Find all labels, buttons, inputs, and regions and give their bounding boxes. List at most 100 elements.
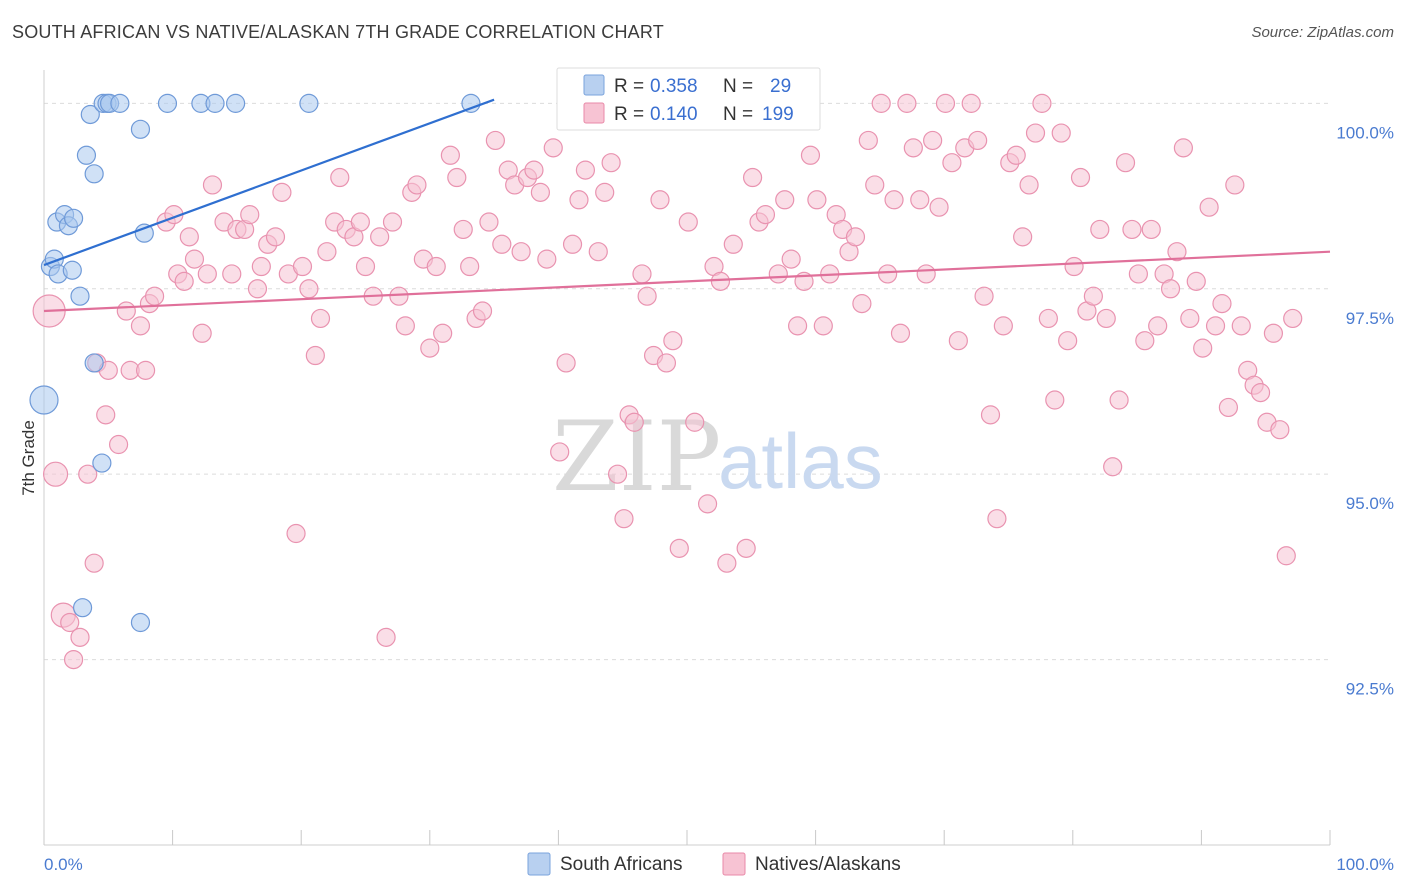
- natives-alaskans-point-45[interactable]: [330, 167, 350, 188]
- natives-alaskans-point-111[interactable]: [755, 205, 776, 225]
- natives-alaskans-point-26[interactable]: [202, 175, 223, 195]
- natives-alaskans-point-65[interactable]: [460, 256, 480, 277]
- natives-alaskans-point-6[interactable]: [78, 464, 98, 484]
- natives-alaskans-point-75[interactable]: [524, 160, 544, 180]
- natives-alaskans-point-163[interactable]: [1090, 219, 1110, 240]
- natives-alaskans-point-116[interactable]: [787, 316, 808, 336]
- natives-alaskans-point-31[interactable]: [240, 205, 260, 225]
- natives-alaskans-point-92[interactable]: [632, 264, 652, 284]
- natives-alaskans-point-154[interactable]: [1032, 93, 1052, 113]
- natives-alaskans-point-95[interactable]: [650, 190, 670, 210]
- natives-alaskans-point-36[interactable]: [272, 182, 292, 202]
- south-africans-point-14[interactable]: [92, 453, 112, 473]
- natives-alaskans-point-54[interactable]: [389, 286, 409, 306]
- natives-alaskans-point-28[interactable]: [222, 264, 242, 284]
- natives-alaskans-point-148[interactable]: [993, 316, 1013, 336]
- natives-alaskans-point-99[interactable]: [678, 212, 698, 232]
- natives-alaskans-point-43[interactable]: [317, 242, 337, 262]
- natives-alaskans-point-132[interactable]: [890, 323, 911, 343]
- natives-alaskans-point-185[interactable]: [1231, 316, 1251, 336]
- natives-alaskans-point-167[interactable]: [1115, 153, 1136, 173]
- natives-alaskans-point-5[interactable]: [70, 627, 90, 647]
- natives-alaskans-point-17[interactable]: [144, 286, 165, 306]
- natives-alaskans-point-170[interactable]: [1135, 331, 1155, 351]
- natives-alaskans-point-62[interactable]: [440, 145, 460, 165]
- natives-alaskans-point-41[interactable]: [305, 345, 325, 366]
- natives-alaskans-point-125[interactable]: [845, 227, 866, 247]
- natives-alaskans-point-108[interactable]: [736, 538, 756, 558]
- natives-alaskans-point-183[interactable]: [1218, 397, 1239, 418]
- natives-alaskans-point-33[interactable]: [251, 256, 271, 277]
- natives-alaskans-point-168[interactable]: [1122, 219, 1142, 240]
- natives-alaskans-point-59[interactable]: [420, 338, 440, 358]
- natives-alaskans-point-179[interactable]: [1193, 338, 1213, 358]
- south-africans-point-0[interactable]: [29, 385, 59, 415]
- natives-alaskans-point-87[interactable]: [601, 153, 621, 173]
- south-africans-point-9[interactable]: [70, 286, 90, 306]
- natives-alaskans-point-152[interactable]: [1019, 175, 1039, 195]
- natives-alaskans-point-181[interactable]: [1205, 316, 1226, 336]
- natives-alaskans-point-86[interactable]: [595, 182, 615, 202]
- south-africans-point-25[interactable]: [299, 93, 319, 113]
- south-africans-point-12[interactable]: [84, 164, 104, 184]
- natives-alaskans-point-32[interactable]: [247, 279, 268, 299]
- natives-alaskans-point-85[interactable]: [588, 242, 608, 262]
- natives-alaskans-point-51[interactable]: [370, 227, 390, 247]
- natives-alaskans-point-118[interactable]: [800, 145, 821, 165]
- natives-alaskans-point-76[interactable]: [530, 182, 550, 202]
- natives-alaskans-point-184[interactable]: [1225, 175, 1245, 195]
- natives-alaskans-point-78[interactable]: [543, 138, 563, 158]
- south-africans-point-21[interactable]: [157, 93, 178, 113]
- natives-alaskans-point-147[interactable]: [987, 509, 1007, 529]
- natives-alaskans-point-63[interactable]: [447, 167, 467, 188]
- south-africans-point-26[interactable]: [461, 93, 481, 113]
- natives-alaskans-point-136[interactable]: [916, 264, 936, 284]
- natives-alaskans-point-175[interactable]: [1167, 242, 1187, 262]
- natives-alaskans-point-178[interactable]: [1186, 271, 1206, 291]
- natives-alaskans-point-160[interactable]: [1070, 167, 1091, 188]
- natives-alaskans-point-158[interactable]: [1058, 331, 1078, 351]
- natives-alaskans-point-96[interactable]: [656, 353, 677, 373]
- natives-alaskans-point-52[interactable]: [376, 627, 396, 647]
- bottom-legend-label-natives-alaskans[interactable]: Natives/Alaskans: [755, 854, 901, 875]
- natives-alaskans-point-155[interactable]: [1038, 308, 1058, 329]
- natives-alaskans-point-55[interactable]: [395, 316, 415, 336]
- natives-alaskans-point-129[interactable]: [871, 93, 891, 113]
- natives-alaskans-point-39[interactable]: [292, 256, 313, 277]
- natives-alaskans-point-15[interactable]: [135, 360, 156, 380]
- natives-alaskans-point-97[interactable]: [663, 331, 683, 351]
- natives-alaskans-point-38[interactable]: [286, 523, 306, 544]
- natives-alaskans-point-49[interactable]: [355, 256, 376, 277]
- natives-alaskans-point-64[interactable]: [453, 219, 473, 240]
- natives-alaskans-point-145[interactable]: [974, 286, 994, 306]
- natives-alaskans-point-120[interactable]: [813, 316, 833, 336]
- natives-alaskans-point-134[interactable]: [903, 138, 923, 158]
- natives-alaskans-point-61[interactable]: [433, 323, 453, 343]
- south-africans-point-11[interactable]: [80, 104, 100, 125]
- natives-alaskans-point-151[interactable]: [1013, 227, 1033, 247]
- south-africans-point-18[interactable]: [110, 93, 130, 113]
- natives-alaskans-point-138[interactable]: [929, 197, 949, 217]
- natives-alaskans-point-139[interactable]: [935, 93, 956, 113]
- natives-alaskans-point-153[interactable]: [1025, 123, 1046, 143]
- natives-alaskans-point-157[interactable]: [1051, 123, 1071, 143]
- bottom-legend-label-south-africans[interactable]: South Africans: [560, 854, 683, 875]
- bottom-legend-swatch-south-africans[interactable]: [527, 852, 551, 876]
- natives-alaskans-point-109[interactable]: [742, 167, 763, 188]
- natives-alaskans-point-73[interactable]: [511, 242, 531, 262]
- natives-alaskans-point-164[interactable]: [1096, 308, 1116, 329]
- natives-alaskans-point-192[interactable]: [1276, 546, 1296, 566]
- natives-alaskans-point-191[interactable]: [1270, 420, 1290, 440]
- natives-alaskans-point-67[interactable]: [472, 301, 493, 321]
- natives-alaskans-point-21[interactable]: [174, 271, 194, 291]
- natives-alaskans-point-165[interactable]: [1103, 457, 1123, 477]
- natives-alaskans-point-162[interactable]: [1083, 286, 1103, 306]
- natives-alaskans-point-113[interactable]: [768, 264, 788, 284]
- natives-alaskans-point-42[interactable]: [310, 308, 331, 329]
- natives-alaskans-point-40[interactable]: [299, 279, 319, 299]
- natives-alaskans-point-82[interactable]: [569, 190, 589, 210]
- natives-alaskans-point-3[interactable]: [60, 612, 80, 633]
- natives-alaskans-point-57[interactable]: [407, 175, 427, 195]
- natives-alaskans-point-156[interactable]: [1045, 390, 1065, 410]
- south-africans-point-28[interactable]: [130, 612, 151, 633]
